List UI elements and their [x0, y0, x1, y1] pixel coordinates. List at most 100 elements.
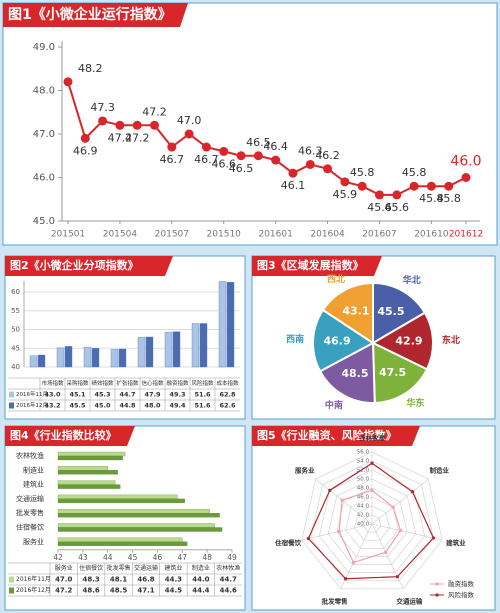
table-cell: 62.8	[219, 391, 236, 399]
panel	[251, 425, 496, 611]
table-cell: 62.6	[219, 402, 236, 410]
x-tick-label: 201610	[414, 230, 449, 240]
panel-title: 图4《行业指数比较》	[10, 428, 117, 442]
legend-swatch	[9, 587, 14, 594]
marker	[150, 120, 160, 130]
bar	[57, 455, 123, 461]
x-tick-label: 47	[178, 553, 188, 562]
spoke	[371, 523, 443, 541]
axis-label: 住宿餐饮	[275, 538, 302, 547]
table-cell: 48.5	[110, 587, 127, 595]
grid-ring	[310, 460, 434, 582]
table-header: 批发零售	[107, 564, 131, 572]
data-label: 45.8	[350, 166, 375, 179]
slice-name: 东北	[442, 334, 460, 346]
r-tick-label: 48.0	[357, 486, 370, 492]
r-tick-label: 54.0	[357, 459, 370, 465]
slice-name: 华北	[403, 274, 421, 286]
bar	[145, 336, 154, 368]
table-cell: 47.2	[55, 587, 72, 595]
table-cell: 44.6	[220, 587, 237, 595]
table-cell: 48.0	[144, 402, 161, 410]
marker	[395, 575, 399, 579]
data-label: 46.7	[160, 153, 185, 166]
y-tick-label: 农林牧渔	[16, 451, 44, 460]
marker	[219, 146, 229, 156]
data-label: 46.0	[450, 154, 481, 170]
slice-name: 西北	[327, 273, 345, 285]
x-tick-label: 49	[227, 553, 237, 562]
table-cell: 47.1	[137, 587, 154, 595]
data-label: 46.1	[281, 179, 306, 192]
table-cell: 48.6	[83, 587, 100, 595]
r-tick-label: 56.0	[357, 450, 370, 456]
grid-ring	[354, 505, 390, 541]
legend-label: 风险指数	[448, 590, 475, 599]
table-header: 服务业	[55, 564, 73, 572]
legend-label: 2016年12月	[16, 586, 51, 594]
table-cell: 49.3	[169, 391, 185, 399]
slice-name: 中南	[325, 399, 343, 411]
bar	[218, 281, 227, 368]
grid-ring	[301, 451, 443, 590]
marker	[63, 77, 73, 87]
marker	[132, 120, 142, 130]
pie-slice	[371, 341, 429, 405]
grid-ring	[319, 469, 425, 573]
table-cell: 45.0	[94, 402, 111, 410]
bar	[110, 349, 119, 368]
legend-label: 融资指数	[448, 579, 475, 588]
marker	[391, 505, 395, 509]
data-label: 45.6	[367, 201, 392, 214]
bar	[137, 337, 146, 368]
table-cell: 44.7	[119, 391, 135, 399]
x-tick-label: 45	[128, 553, 138, 562]
table-cell: 47.9	[144, 391, 161, 399]
r-tick-label: 50.0	[357, 477, 370, 483]
marker	[370, 488, 374, 492]
table-cell: 51.6	[194, 402, 211, 410]
pie-slice	[370, 311, 434, 371]
x-tick-label: 201601	[258, 230, 292, 240]
axis-label: 批发零售	[322, 596, 348, 605]
bar	[57, 541, 188, 546]
y-tick-label: 45	[11, 344, 20, 352]
table-cell: 44.5	[165, 587, 182, 595]
data-label: 45.8	[419, 192, 444, 205]
data-label: 47.3	[90, 101, 115, 114]
table-cell: 48.3	[83, 576, 100, 584]
x-tick-label: 201607	[362, 230, 396, 240]
marker	[80, 133, 90, 143]
y-tick-label: 建筑业	[23, 480, 44, 489]
table-cell: 48.1	[110, 576, 127, 584]
x-tick-label: 201504	[103, 230, 138, 240]
y-tick-label: 46.0	[33, 173, 55, 184]
bar	[57, 480, 116, 485]
table-cell: 46.8	[137, 576, 154, 584]
marker	[426, 181, 436, 191]
pie-slice	[372, 281, 427, 345]
data-label: 47.2	[142, 105, 167, 118]
table-cell: 49.4	[169, 402, 186, 410]
x-tick-label: 201507	[155, 230, 189, 240]
data-label: 46.3	[298, 144, 323, 157]
panel-title: 图1《小微企业运行指数》	[8, 6, 172, 23]
y-tick-label: 交通运输	[16, 494, 44, 503]
marker	[398, 528, 403, 533]
table-header: 绩效指数	[91, 379, 114, 387]
legend-marker	[435, 582, 439, 586]
y-tick-label: 住宿餐饮	[16, 523, 44, 532]
x-tick-label: 42	[53, 553, 63, 562]
title-badge	[5, 426, 135, 446]
spoke	[371, 478, 429, 525]
legend-marker	[435, 593, 439, 597]
r-tick-label: 46.0	[357, 495, 370, 501]
y-tick-label: 45.0	[33, 216, 55, 227]
y-tick-label: 50	[11, 326, 20, 334]
x-tick-label: 201510	[207, 230, 242, 240]
panel-title: 图2《小微企业分项指数》	[10, 258, 139, 272]
slice-value: 45.5	[377, 305, 404, 318]
bar	[56, 347, 65, 368]
x-tick-label: 201501	[51, 230, 85, 240]
slice-name: 华东	[406, 397, 424, 409]
